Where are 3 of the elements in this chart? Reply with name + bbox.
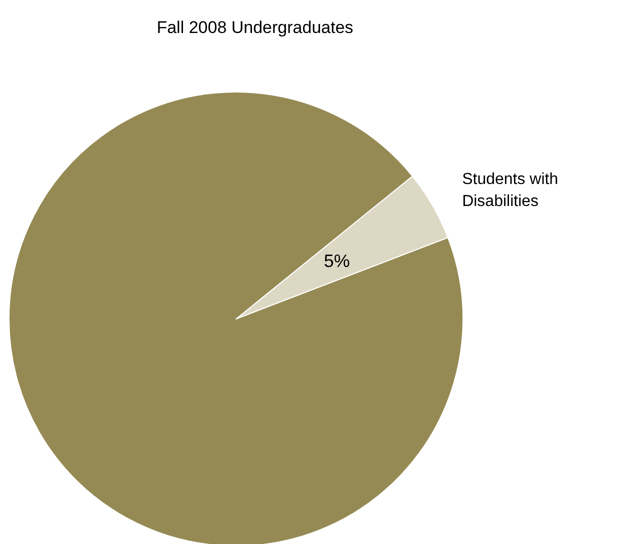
chart-title: Fall 2008 Undergraduates <box>156 18 354 37</box>
slice-label: Students with Disabilities <box>462 170 563 210</box>
data-label: 5% <box>324 250 350 271</box>
